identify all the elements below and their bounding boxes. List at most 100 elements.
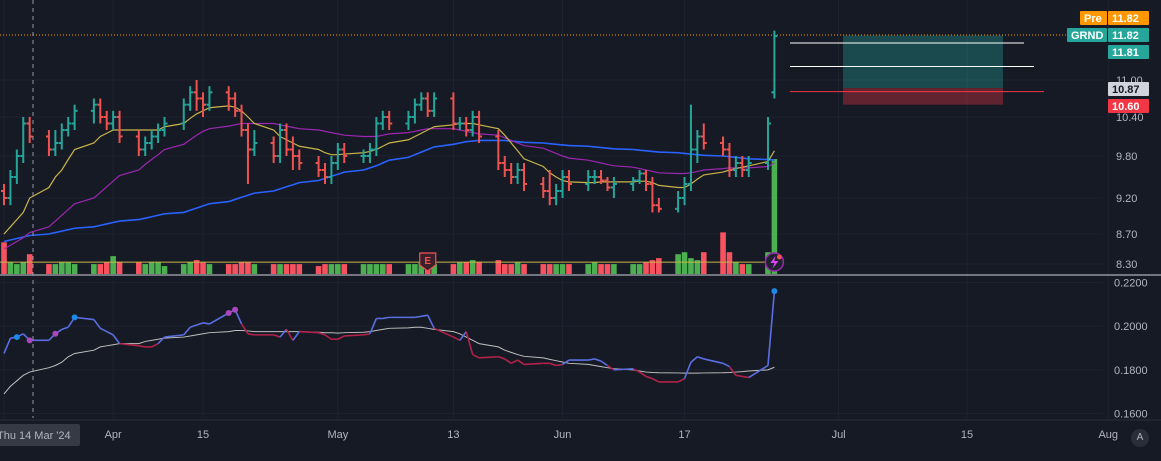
stop-value-badge-text: 10.60: [1112, 101, 1140, 113]
ratio-axis[interactable]: 0.1600 0.1800 0.2000 0.2200: [1114, 277, 1148, 420]
ohlc-bar: [373, 117, 380, 156]
volume-bar: [20, 262, 27, 274]
volume-bar: [771, 159, 778, 274]
volume-bar: [245, 262, 251, 274]
ohlc-bar: [225, 86, 232, 111]
long-position-tool[interactable]: [0, 34, 1103, 105]
volume-bar: [450, 264, 457, 274]
time-axis-tick: Apr: [105, 429, 122, 441]
ohlc-bar: [604, 177, 611, 191]
volume-bar: [58, 262, 65, 274]
volume-bar: [65, 262, 71, 274]
ohlc-bar: [508, 163, 515, 184]
ratio-line-segment: [645, 375, 653, 380]
ohlc-bar: [187, 86, 194, 111]
ratio-line-segment: [421, 314, 428, 318]
volume-bar: [341, 264, 348, 274]
ohlc-bar: [71, 104, 78, 130]
volume-bar: [405, 264, 412, 274]
ohlc-bar: [559, 170, 566, 198]
ohlc-bar: [277, 123, 284, 163]
ohlc-bar: [771, 30, 778, 99]
ohlc-bar: [418, 92, 425, 111]
volume-bar: [328, 264, 335, 274]
volume-bar: [649, 260, 656, 274]
volume-bar: [277, 264, 283, 274]
ratio-axis-tick: 0.1600: [1114, 409, 1148, 421]
volume-bar: [521, 264, 527, 274]
ohlc-bar: [65, 117, 72, 137]
chart-markers[interactable]: E: [419, 252, 785, 272]
ratio-line-segment: [639, 371, 647, 378]
ohlc-bar: [322, 163, 328, 184]
ratio-line-segment: [369, 318, 378, 335]
volume-bar: [733, 262, 739, 274]
ratio-line-segment: [151, 342, 159, 348]
volume-bar: [193, 260, 200, 274]
volume-bar: [559, 264, 566, 274]
volume-bar: [566, 264, 572, 274]
ratio-line-segment: [703, 358, 724, 365]
ohlc-bar: [289, 136, 296, 170]
volume-bar: [103, 262, 110, 274]
time-axis-tick: 15: [197, 429, 209, 441]
volume-bar: [136, 262, 142, 274]
ohlc-bar: [610, 177, 617, 198]
ohlc-bar: [238, 104, 245, 137]
volume-bar: [553, 264, 559, 274]
ratio-line-segment: [93, 319, 101, 329]
ratio-line-segment: [465, 331, 474, 355]
ratio-line-segment: [588, 358, 595, 361]
ohlc-bar: [675, 191, 682, 213]
ohlc-bar: [251, 130, 258, 156]
pre-label-badge-text: Pre: [1084, 13, 1102, 25]
ohlc-bar: [540, 177, 547, 198]
volume-bar: [688, 258, 694, 274]
volume-bar: [726, 252, 733, 274]
time-axis[interactable]: Apr 15 May 13 Jun 17 Jul 15 Aug Thu 14 Mar '24: [0, 0, 1118, 446]
ohlc-bar: [13, 149, 20, 184]
ohlc-bar: [720, 136, 727, 156]
ohlc-bar: [649, 177, 656, 213]
ratio-line-segment: [414, 315, 422, 319]
ohlc-bar: [598, 170, 605, 184]
ma-slow-line: [3, 139, 775, 243]
ratio-line-segment: [498, 355, 506, 360]
volume-bar: [745, 264, 752, 274]
ohlc-bar: [630, 177, 637, 191]
ratio-line-segment: [523, 362, 544, 366]
ohlc-bar: [546, 170, 553, 206]
ohlc-bar: [200, 92, 207, 117]
ratio-high-dot: [26, 337, 33, 344]
auto-scale-button[interactable]: A: [1131, 429, 1149, 447]
ohlc-bar: [405, 110, 412, 130]
volume-bar: [514, 262, 521, 274]
volume-bar: [720, 232, 726, 274]
ohlc-bar: [424, 92, 431, 117]
volume-bar: [360, 264, 367, 274]
ratio-line-segment: [292, 331, 300, 341]
ohlc-bar: [328, 156, 335, 184]
ratio-line-segment: [594, 358, 602, 362]
volume-bar: [630, 264, 636, 274]
ohlc-bar: [206, 86, 213, 111]
ohlc-bar: [732, 156, 739, 177]
ohlc-bar: [270, 136, 277, 163]
ohlc-bar: [45, 130, 52, 156]
ohlc-bar: [764, 117, 771, 170]
pane-separator[interactable]: [0, 274, 1161, 421]
volume-bar: [598, 264, 604, 274]
volume-bar: [1, 242, 7, 274]
earnings-label: E: [424, 256, 431, 267]
symbol-badge-text: GRND: [1071, 30, 1103, 42]
ratio-line-segment: [517, 359, 525, 366]
ohlc-bar: [180, 98, 187, 130]
volume-bar: [373, 264, 380, 274]
ohlc-bar: [431, 92, 438, 117]
volume-bars: [0, 159, 778, 274]
volume-bar: [591, 262, 598, 274]
ma-fast-line: [3, 105, 775, 235]
lightning-icon: [770, 256, 779, 269]
volume-bar: [546, 264, 553, 274]
